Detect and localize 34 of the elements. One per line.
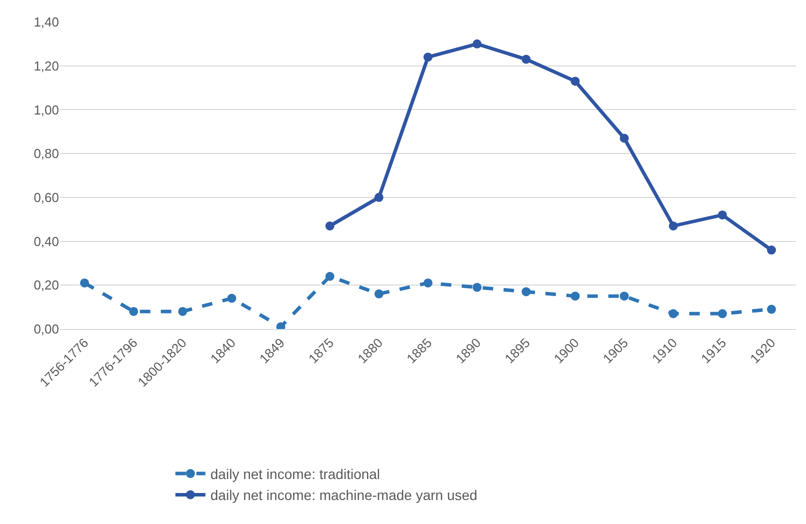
point <box>325 221 334 230</box>
point <box>178 306 188 316</box>
point <box>522 287 531 296</box>
point <box>227 294 236 303</box>
point <box>766 304 776 314</box>
y-tick-label: 1,20 <box>34 58 59 74</box>
point <box>424 278 432 288</box>
point <box>668 221 678 230</box>
y-tick-label: 0,20 <box>34 278 59 293</box>
point <box>570 76 580 86</box>
point <box>374 192 384 202</box>
y-tick-label: 1,40 <box>34 14 59 30</box>
point <box>325 272 334 281</box>
point <box>718 210 727 220</box>
point <box>620 292 629 301</box>
y-tick-label: 0,80 <box>34 146 59 162</box>
point <box>718 309 727 318</box>
y-tick-label: 0,40 <box>34 234 59 249</box>
y-tick-label: 0,00 <box>34 322 59 337</box>
legend-label: daily net income: traditional <box>210 466 380 482</box>
point <box>620 134 629 143</box>
point <box>668 309 678 318</box>
y-tick-label: 0,60 <box>34 190 59 205</box>
point <box>522 54 531 64</box>
point <box>570 292 580 301</box>
point <box>472 39 482 48</box>
legend-label: daily net income: machine-made yarn used <box>210 487 478 504</box>
point <box>766 246 776 255</box>
point <box>80 278 90 288</box>
y-tick-label: 1,00 <box>34 102 59 118</box>
point <box>129 306 138 316</box>
point <box>424 52 432 62</box>
point <box>472 282 482 292</box>
point <box>374 289 384 298</box>
